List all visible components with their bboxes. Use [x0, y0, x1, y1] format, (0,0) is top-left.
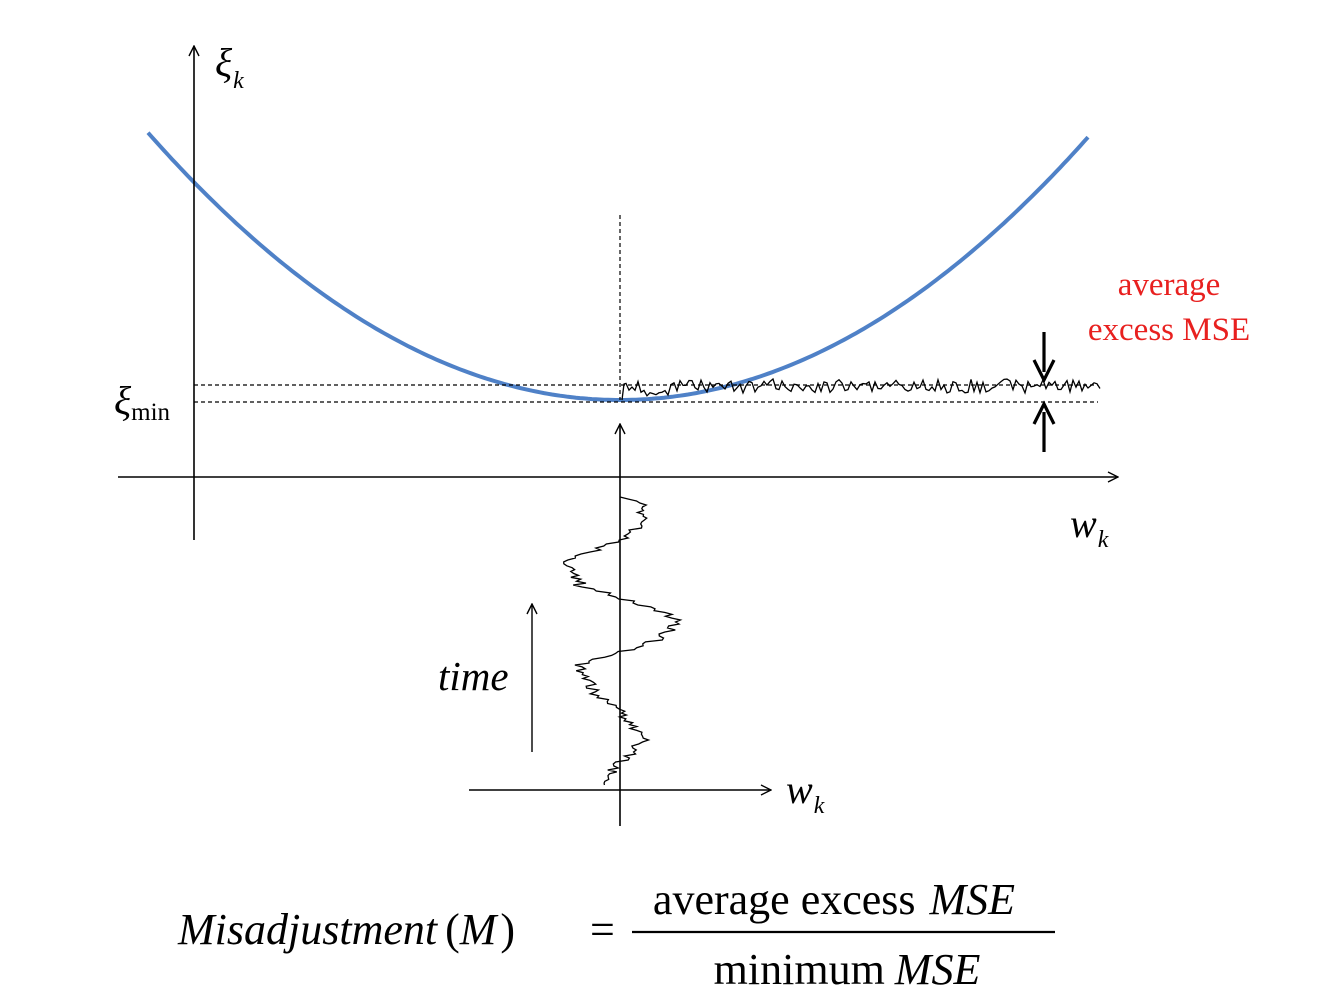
- excess-mse-top-arrow: [1032, 332, 1056, 384]
- formula-equals: =: [590, 905, 615, 954]
- annotation-average: average: [1118, 267, 1221, 303]
- y-axis-label: ξk: [215, 40, 244, 94]
- lower-x-axis-label: wk: [786, 767, 825, 819]
- noisy-mse-trace: [621, 377, 1101, 401]
- x-axis-label: wk: [1070, 501, 1109, 553]
- misadjustment-formula: Misadjustment (M) = average excess MSE min…: [177, 875, 1055, 985]
- formula-denominator: minimum MSE: [714, 945, 981, 985]
- min-mse-label: ξmin: [114, 378, 171, 426]
- excess-mse-bottom-arrow: [1032, 400, 1056, 452]
- mse-curve: [146, 131, 1090, 402]
- formula-numerator: average excess MSE: [653, 875, 1015, 924]
- formula-lhs: Misadjustment (M): [177, 905, 515, 954]
- annotation-excess-mse: excess MSE: [1088, 312, 1250, 348]
- time-label: time: [438, 653, 509, 699]
- weight-trajectory-trace: [563, 496, 683, 786]
